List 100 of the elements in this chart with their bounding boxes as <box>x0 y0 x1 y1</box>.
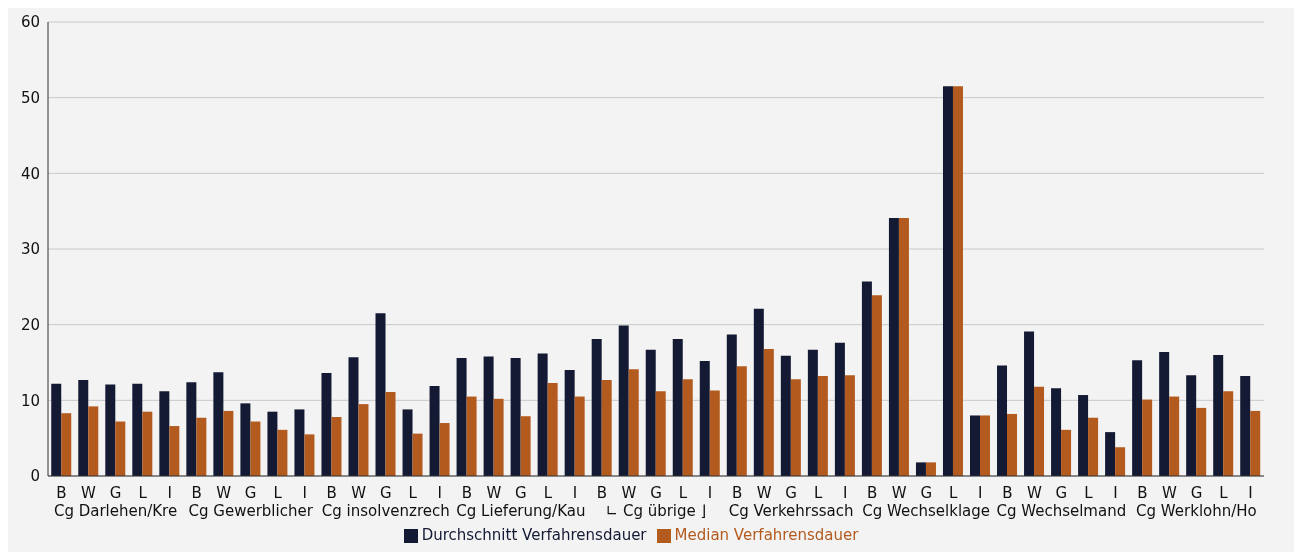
x-tick-label: W <box>1026 484 1042 502</box>
bar <box>375 313 386 476</box>
text: ∟ Cg übrige ⌋ <box>605 502 707 520</box>
x-tick-label: L <box>813 484 823 502</box>
x-tick-label: W <box>216 484 232 502</box>
x-tick-label: L <box>1084 484 1094 502</box>
bar <box>1186 375 1197 476</box>
x-tick-label: I <box>302 484 307 502</box>
bar <box>997 365 1008 476</box>
bar <box>942 86 953 476</box>
x-tick-label: G <box>379 484 392 502</box>
bar <box>834 342 845 476</box>
x-tick-label: I <box>572 484 578 502</box>
bar <box>1088 417 1099 476</box>
bar <box>628 369 639 476</box>
x-tick-label: I <box>437 484 443 502</box>
x-tick-label: I <box>978 484 983 502</box>
bar <box>655 391 666 476</box>
bar <box>412 433 423 476</box>
bar <box>807 349 818 476</box>
bar <box>726 334 737 476</box>
bar <box>267 411 278 476</box>
bar <box>1223 391 1234 476</box>
bar <box>753 308 764 476</box>
text: Cg Wechselmand <box>996 502 1127 520</box>
text: Cg Gewerblicher <box>188 502 314 520</box>
bar <box>1078 395 1089 476</box>
text: Cg Wechselklage <box>862 502 991 520</box>
bar <box>1240 376 1251 476</box>
bar <box>1159 351 1170 476</box>
y-tick-label: 40 <box>20 164 40 183</box>
bar <box>709 390 720 476</box>
x-tick-label: W <box>81 484 97 502</box>
bar <box>1169 396 1180 476</box>
bar <box>51 383 62 476</box>
bar <box>1142 399 1153 476</box>
x-tick-label: B <box>1002 484 1013 502</box>
bar <box>970 415 980 476</box>
x-tick-label: G <box>1055 484 1068 502</box>
x-tick-label: L <box>273 484 283 502</box>
x-tick-label: B <box>191 484 202 502</box>
bar <box>331 416 342 476</box>
x-tick-label: W <box>1162 484 1177 502</box>
x-tick-label: G <box>1190 484 1203 502</box>
bar <box>250 421 261 476</box>
x-tick-label: B <box>326 484 337 502</box>
bar <box>61 413 72 476</box>
bar <box>763 348 774 476</box>
x-tick-label: W <box>891 484 907 502</box>
text: Cg Lieferung/Kau <box>456 502 586 520</box>
x-tick-label: B <box>596 484 608 502</box>
bar <box>213 372 224 476</box>
bar <box>1051 388 1062 476</box>
bar <box>1105 432 1116 476</box>
bar <box>699 360 710 476</box>
bar <box>861 281 872 476</box>
x-tick-label: L <box>1219 484 1229 502</box>
bar <box>196 417 207 476</box>
bar <box>1196 407 1207 476</box>
bar <box>898 217 909 476</box>
bar <box>223 410 234 476</box>
bar <box>915 462 926 476</box>
bar <box>574 396 585 476</box>
x-tick-label: B <box>56 484 67 502</box>
bar <box>564 370 575 476</box>
bar <box>456 357 467 476</box>
y-tick-label: 50 <box>20 88 40 107</box>
bar <box>601 379 612 476</box>
x-tick-label: I <box>1248 484 1253 502</box>
bar <box>294 409 305 476</box>
bar <box>402 409 413 476</box>
legend-label: Median Verfahrensdauer <box>674 526 859 544</box>
x-tick-label: B <box>867 484 878 502</box>
bar <box>304 434 315 476</box>
bar <box>547 382 558 476</box>
bar <box>871 295 882 476</box>
bar <box>618 325 629 476</box>
x-tick-label: L <box>678 484 688 502</box>
bar <box>1132 360 1143 476</box>
x-tick-label: G <box>785 484 797 502</box>
bar <box>1034 386 1045 476</box>
bar <box>358 404 369 476</box>
bar <box>1007 413 1018 476</box>
x-tick-label: G <box>650 484 662 502</box>
x-tick-label: G <box>109 484 122 502</box>
bar <box>132 383 143 476</box>
bar <box>1024 331 1035 476</box>
bar <box>1061 429 1072 476</box>
bar <box>1115 447 1126 476</box>
bar <box>483 356 494 476</box>
bar <box>790 379 801 476</box>
x-tick-label: B <box>731 484 743 502</box>
x-tick-label: W <box>486 484 502 502</box>
y-tick-label: 0 <box>30 467 40 486</box>
bar <box>142 411 153 476</box>
bar <box>952 86 963 476</box>
bar <box>888 217 899 476</box>
text: Cg Darlehen/Kre <box>53 502 178 520</box>
bar <box>78 379 89 476</box>
x-tick-label: I <box>842 484 848 502</box>
